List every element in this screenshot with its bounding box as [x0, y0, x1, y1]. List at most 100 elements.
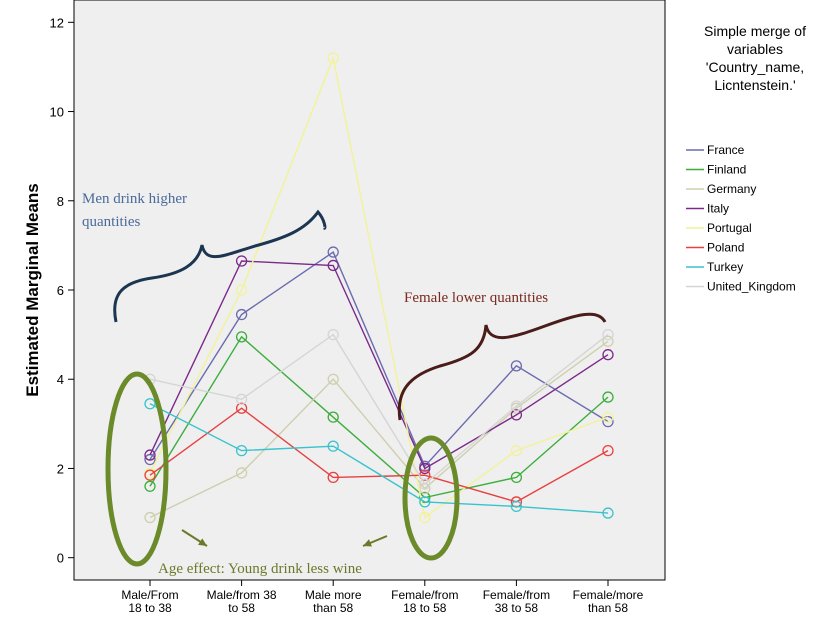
y-tick-label: 2: [57, 461, 64, 476]
data-point: [419, 478, 431, 490]
data-point: [602, 349, 614, 361]
data-point: [602, 335, 614, 347]
series-layer: [144, 52, 614, 524]
legend-label: Portugal: [707, 221, 752, 235]
data-point: [235, 308, 248, 321]
series-united_kingdom: [144, 328, 614, 490]
x-tick-label: Female/more than 58: [573, 588, 644, 615]
annotation-female: Female lower quantities: [404, 290, 548, 306]
data-point: [327, 246, 339, 258]
data-point: [510, 500, 523, 513]
series-line: [149, 333, 609, 486]
legend: Simple merge of variables 'Country_name, Li…: [686, 23, 806, 294]
y-tick-label: 12: [50, 15, 64, 30]
series-line: [149, 340, 609, 519]
data-point: [602, 444, 614, 457]
arrow-right-icon: [362, 535, 388, 547]
legend-label: Germany: [707, 182, 756, 196]
data-point: [510, 409, 523, 421]
data-point: [144, 449, 156, 461]
y-tick-label: 8: [57, 194, 64, 209]
data-point: [327, 259, 339, 272]
data-point: [327, 411, 339, 423]
legend-item-france: France: [686, 143, 745, 157]
legend-label: Turkey: [707, 260, 743, 274]
legend-title: Simple merge of variables 'Country_name, Li…: [704, 23, 806, 93]
legend-label: France: [707, 143, 745, 157]
data-point: [510, 471, 523, 484]
series-line: [149, 260, 609, 470]
data-point: [602, 411, 614, 423]
data-point: [144, 480, 156, 492]
legend-item-united_kingdom: United_Kingdom: [686, 280, 796, 294]
data-point: [144, 511, 156, 524]
arrow-left-icon: [181, 529, 208, 547]
y-tick-label: 0: [57, 551, 64, 566]
annotation-men: Men drink higher quantities: [82, 191, 187, 230]
data-point: [419, 462, 431, 475]
data-point: [144, 398, 156, 410]
series-line: [149, 55, 609, 519]
series-line: [149, 407, 609, 503]
x-tick-label: Male/From 18 to 38: [121, 588, 178, 615]
data-point: [235, 284, 248, 296]
data-point: [327, 328, 339, 341]
data-point: [235, 444, 248, 457]
ellipse-young-female: [402, 435, 460, 561]
y-axis: 0 2 4 6 8 10 12: [50, 15, 74, 566]
data-point: [510, 444, 523, 457]
data-point: [602, 328, 614, 341]
y-tick-label: 4: [57, 372, 64, 387]
data-point: [602, 507, 614, 519]
x-tick-label: Female/from 38 to 58: [483, 588, 550, 615]
series-france: [144, 246, 614, 472]
x-tick-label: Male more than 58: [305, 588, 362, 615]
y-tick-label: 6: [57, 283, 64, 298]
legend-item-turkey: Turkey: [686, 260, 743, 274]
legend-item-finland: Finland: [686, 163, 746, 177]
ellipse-young-male: [105, 371, 169, 567]
x-tick-label: Female/from 18 to 58: [391, 588, 458, 615]
legend-item-portugal: Portugal: [686, 221, 752, 235]
data-point: [235, 393, 248, 405]
legend-label: Poland: [707, 241, 744, 255]
annotation-age-effect: Age effect: Young drink less wine: [158, 561, 362, 577]
series-portugal: [144, 52, 614, 524]
x-axis: Male/From 18 to 38 Male/from 38 to 58 Male m…: [121, 580, 644, 615]
series-italy: [144, 255, 614, 475]
data-point: [235, 255, 248, 267]
series-line: [149, 251, 609, 468]
legend-item-germany: Germany: [686, 182, 756, 196]
female-brace: [397, 312, 607, 421]
series-line: [149, 335, 609, 499]
data-point: [327, 52, 339, 64]
x-tick-label: Male/from 38 to 58: [207, 588, 277, 615]
legend-item-italy: Italy: [686, 202, 729, 216]
data-point: [327, 471, 339, 484]
data-point: [419, 511, 431, 524]
data-point: [235, 331, 248, 343]
data-point: [602, 391, 614, 403]
data-point: [327, 440, 339, 452]
annotation-layer: Men drink higher quantities Female lower q…: [82, 191, 607, 577]
data-point: [327, 373, 339, 385]
series-finland: [144, 331, 614, 504]
data-point: [419, 496, 431, 508]
data-point: [235, 402, 248, 414]
series-poland: [144, 402, 614, 508]
y-axis-label: Estimated Marginal Means: [23, 183, 42, 397]
data-point: [144, 469, 156, 481]
data-point: [235, 467, 248, 479]
legend-label: Italy: [707, 202, 729, 216]
legend-label: Finland: [707, 163, 746, 177]
series-turkey: [144, 398, 614, 519]
series-line: [149, 403, 609, 514]
legend-item-poland: Poland: [686, 241, 744, 255]
y-tick-label: 10: [50, 105, 64, 120]
legend-label: United_Kingdom: [707, 280, 796, 294]
men-brace: [113, 209, 327, 323]
plot-background: [73, 0, 666, 581]
data-point: [602, 415, 614, 428]
data-point: [510, 400, 523, 412]
